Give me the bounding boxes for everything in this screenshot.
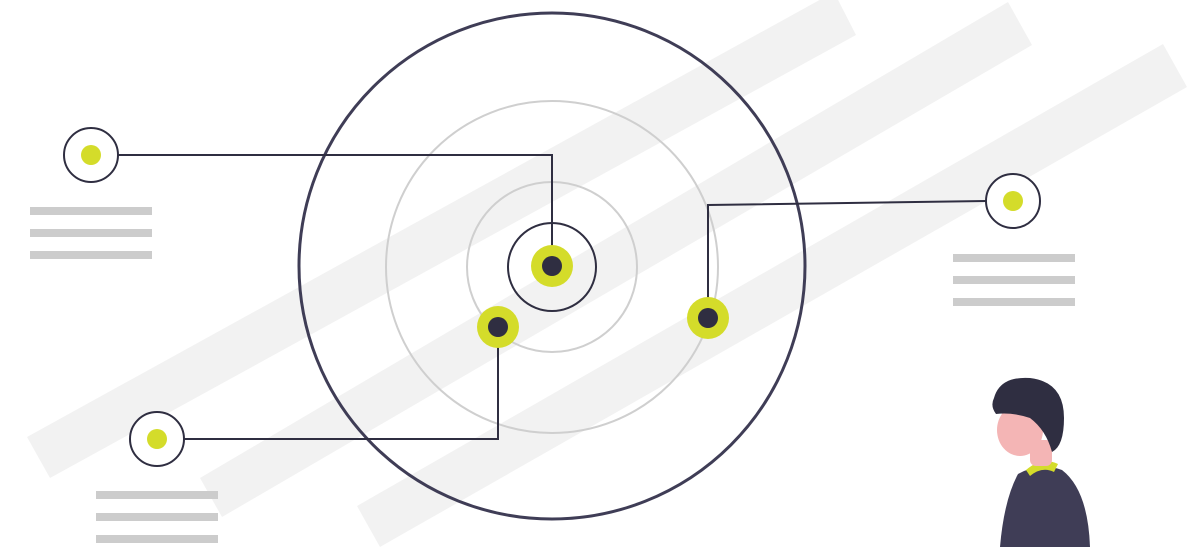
node-dot [1003,191,1023,211]
person-torso [1000,466,1090,547]
placeholder-line [96,535,218,543]
center-dot [531,245,573,287]
target-icon [297,11,807,521]
connector-top-left [118,154,553,262]
text-placeholder-lines [30,207,152,259]
text-placeholder-lines [96,491,218,543]
target-ring-outer [297,11,807,521]
background-stripe [27,0,856,478]
placeholder-line [953,254,1075,262]
placeholder-line [30,207,152,215]
node-right [953,173,1075,306]
connectors [118,154,987,440]
connector-bottom-left [184,327,499,440]
node-top-left [30,127,152,259]
inner-dot-right [687,297,729,339]
target-ring-middle [385,100,719,434]
placeholder-line [96,513,218,521]
placeholder-line [96,491,218,499]
text-placeholder-lines [953,254,1075,306]
placeholder-line [953,298,1075,306]
placeholder-line [30,229,152,237]
background-stripe [200,2,1032,517]
background-stripes [27,0,1187,547]
person-figure [992,377,1090,547]
person-hair [992,377,1064,452]
connector-right [707,200,987,316]
node-dot [147,429,167,449]
node-dot [81,145,101,165]
placeholder-line [953,276,1075,284]
placeholder-line [30,251,152,259]
inner-dot-left [477,306,519,348]
node-bottom-left [96,411,218,543]
inner-dots [477,245,729,348]
background-stripe [357,44,1187,547]
